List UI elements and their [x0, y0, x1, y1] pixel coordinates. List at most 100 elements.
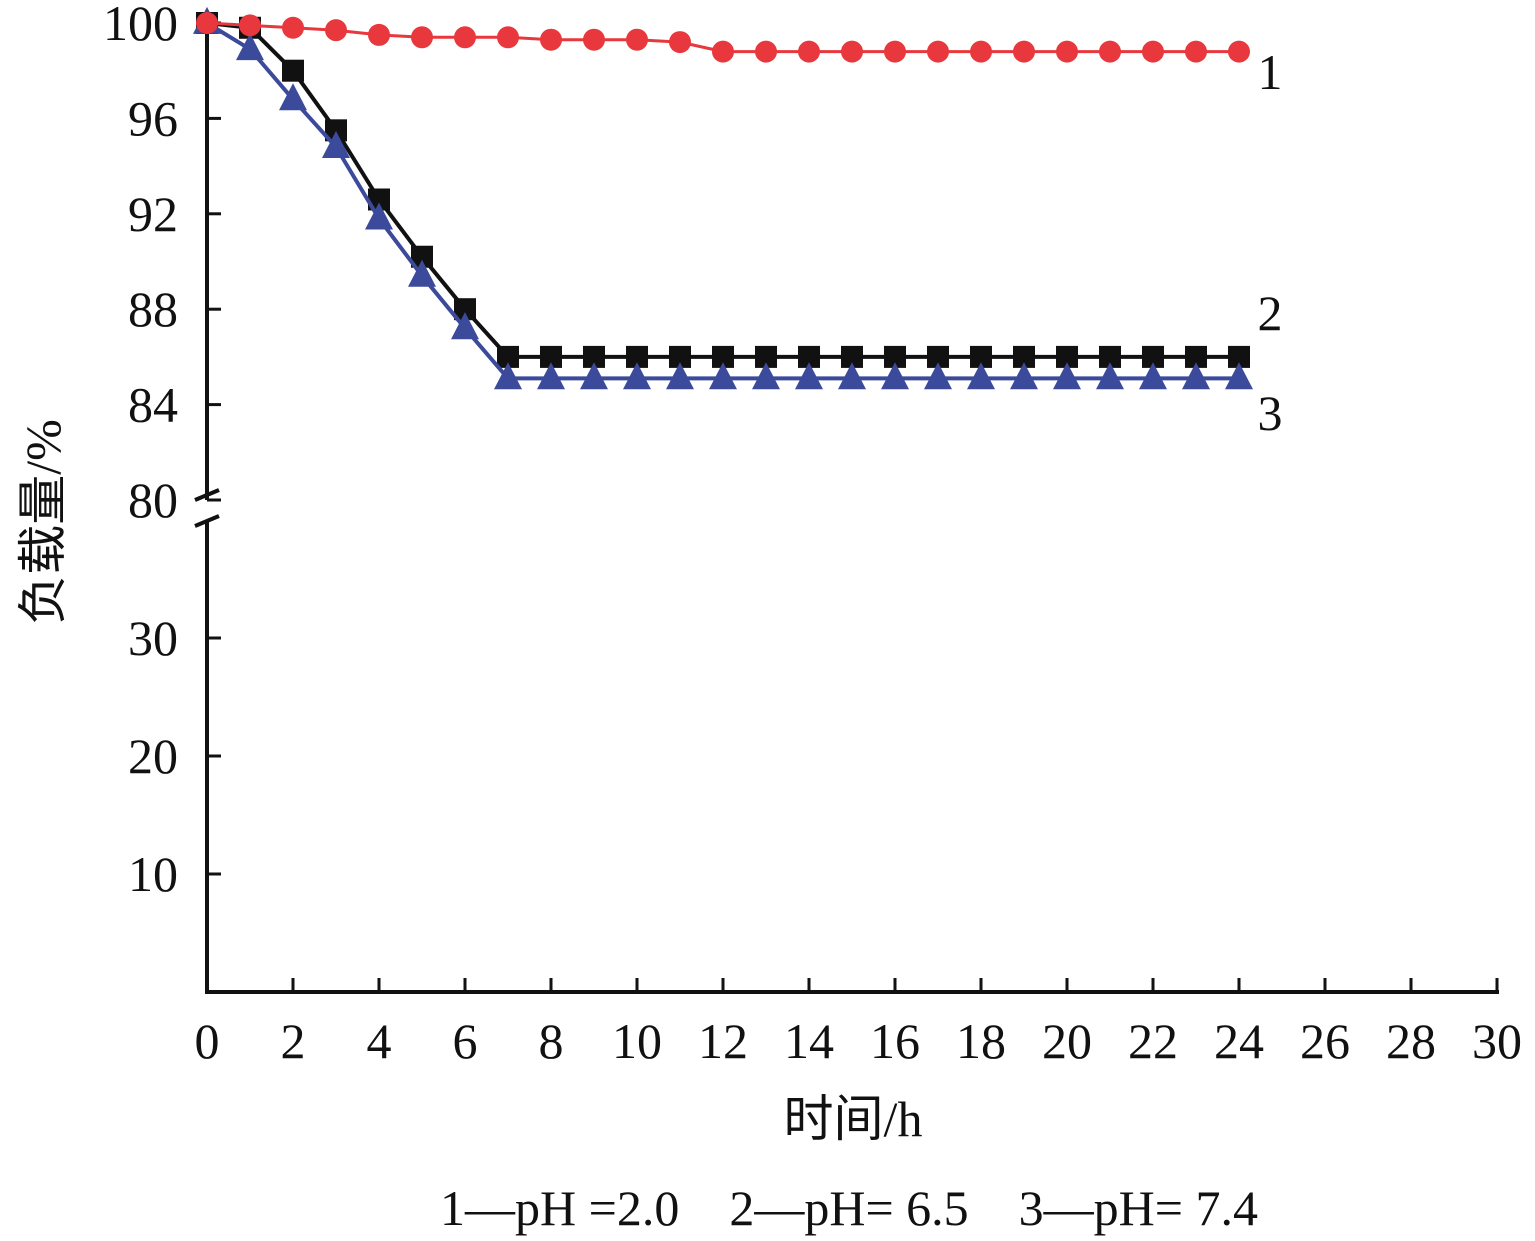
data-point	[1228, 40, 1250, 63]
data-point	[752, 362, 780, 390]
data-point	[798, 40, 820, 63]
data-point	[454, 26, 476, 49]
x-axis-title: 时间/h	[784, 1091, 923, 1147]
x-tick-label: 28	[1386, 1013, 1436, 1069]
data-point	[755, 40, 777, 63]
data-point	[1228, 345, 1250, 368]
data-point	[669, 345, 691, 368]
data-point	[709, 362, 737, 390]
data-point	[798, 345, 820, 368]
data-point	[970, 345, 992, 368]
data-point	[1182, 362, 1210, 390]
data-point	[712, 40, 734, 63]
x-tick-label: 18	[956, 1013, 1006, 1069]
data-point	[322, 130, 350, 158]
axis-break-mark	[194, 514, 220, 528]
y-axis-title: 负载量/%	[15, 419, 71, 625]
series-layer: 1 2 3	[193, 6, 1283, 441]
data-point	[1096, 362, 1124, 390]
x-tick-label: 8	[539, 1013, 564, 1069]
data-point	[497, 26, 519, 49]
data-point	[279, 83, 307, 111]
series-2	[196, 12, 1250, 368]
data-point	[1185, 345, 1207, 368]
data-point	[1099, 40, 1121, 63]
data-point	[196, 12, 218, 34]
data-point	[1185, 40, 1207, 63]
data-point	[795, 362, 823, 390]
data-point	[451, 312, 479, 340]
y-tick-label: 20	[128, 728, 178, 784]
data-point	[626, 28, 648, 51]
y-tick-label: 80	[128, 472, 178, 528]
data-point	[666, 362, 694, 390]
series-end-label: 2	[1258, 285, 1283, 341]
x-tick-label: 16	[870, 1013, 920, 1069]
data-point	[1010, 362, 1038, 390]
x-tick-label: 24	[1214, 1013, 1264, 1069]
data-point	[970, 40, 992, 63]
data-point	[583, 345, 605, 368]
data-point	[927, 40, 949, 63]
data-point	[623, 362, 651, 390]
data-point	[1142, 40, 1164, 63]
x-tick-label: 14	[784, 1013, 834, 1069]
data-point	[454, 298, 476, 321]
data-point	[1053, 362, 1081, 390]
data-point	[669, 31, 691, 54]
data-point	[841, 40, 863, 63]
series-end-label: 3	[1258, 385, 1283, 441]
series-3	[193, 6, 1253, 390]
data-point	[239, 14, 261, 37]
data-point	[325, 119, 347, 142]
data-point	[1056, 40, 1078, 63]
x-tick-label: 22	[1128, 1013, 1178, 1069]
data-point	[838, 362, 866, 390]
data-point	[540, 345, 562, 368]
data-point	[884, 345, 906, 368]
x-tick-label: 20	[1042, 1013, 1092, 1069]
y-tick-label: 100	[103, 0, 178, 51]
data-point	[540, 28, 562, 51]
data-point	[1013, 345, 1035, 368]
x-tick-label: 2	[281, 1013, 306, 1069]
data-point	[583, 28, 605, 51]
data-point	[967, 362, 995, 390]
data-point	[497, 345, 519, 368]
x-tick-label: 30	[1472, 1013, 1522, 1069]
data-point	[368, 23, 390, 46]
data-point	[411, 245, 433, 268]
data-point	[1142, 345, 1164, 368]
x-tick-label: 10	[612, 1013, 662, 1069]
y-tick-label: 96	[128, 90, 178, 146]
data-point	[1056, 345, 1078, 368]
x-tick-label: 6	[453, 1013, 478, 1069]
data-point	[368, 188, 390, 211]
data-point	[1139, 362, 1167, 390]
data-point	[881, 362, 909, 390]
data-point	[365, 202, 393, 230]
data-point	[924, 362, 952, 390]
data-point	[580, 362, 608, 390]
x-tick-label: 12	[698, 1013, 748, 1069]
series-line	[205, 21, 1239, 381]
data-point	[1225, 362, 1253, 390]
x-tick-label: 4	[367, 1013, 392, 1069]
data-point	[1099, 345, 1121, 368]
y-tick-label: 10	[128, 846, 178, 902]
data-point	[712, 345, 734, 368]
axis-break-mark	[194, 488, 220, 502]
data-point	[841, 345, 863, 368]
data-point	[927, 345, 949, 368]
data-point	[1013, 40, 1035, 63]
data-point	[282, 59, 304, 82]
data-point	[755, 345, 777, 368]
x-tick-label: 26	[1300, 1013, 1350, 1069]
y-tick-label: 30	[128, 610, 178, 666]
data-point	[236, 33, 264, 61]
data-point	[884, 40, 906, 63]
x-tick-label: 0	[195, 1013, 220, 1069]
data-point	[325, 19, 347, 42]
legend-text: 1—pH =2.0 2—pH= 6.5 3—pH= 7.4	[440, 1180, 1258, 1236]
